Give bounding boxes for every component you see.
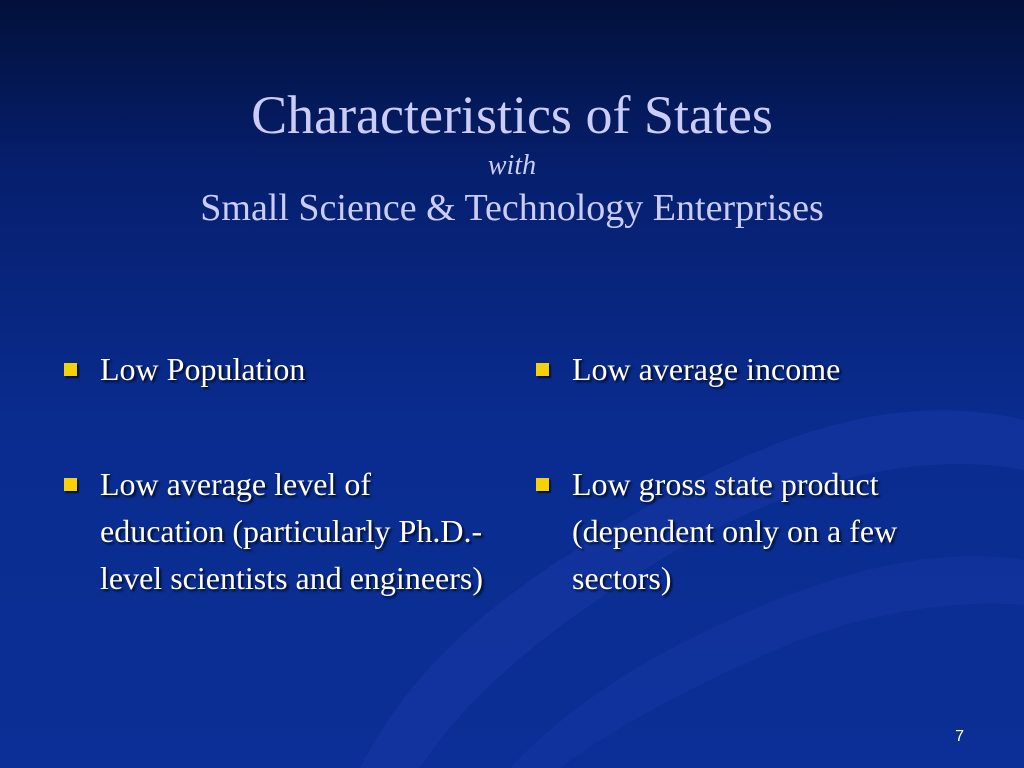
- bullet-item: Low Population: [60, 346, 490, 393]
- square-bullet-icon: [64, 363, 77, 376]
- square-bullet-icon: [536, 363, 549, 376]
- title-block: Characteristics of States with Small Sci…: [0, 82, 1024, 232]
- square-bullet-icon: [64, 478, 77, 491]
- bullet-item: Low average level of education (particul…: [60, 461, 490, 602]
- slide-title: Characteristics of States: [251, 85, 773, 145]
- bullet-text: Low Population: [100, 351, 306, 387]
- square-bullet-icon: [536, 478, 549, 491]
- bullet-text: Low average level of education (particul…: [100, 466, 483, 596]
- bullet-text: Low gross state product (dependent only …: [572, 466, 898, 596]
- slide-subtitle: Small Science & Technology Enterprises: [200, 187, 824, 229]
- bullet-item: Low average income: [532, 346, 972, 393]
- left-column: Low Population Low average level of educ…: [60, 346, 490, 670]
- slide-connector: with: [487, 150, 537, 181]
- right-column: Low average income Low gross state produ…: [532, 346, 972, 670]
- page-number: 7: [955, 728, 964, 745]
- bullet-item: Low gross state product (dependent only …: [532, 461, 972, 602]
- bullet-text: Low average income: [572, 351, 841, 387]
